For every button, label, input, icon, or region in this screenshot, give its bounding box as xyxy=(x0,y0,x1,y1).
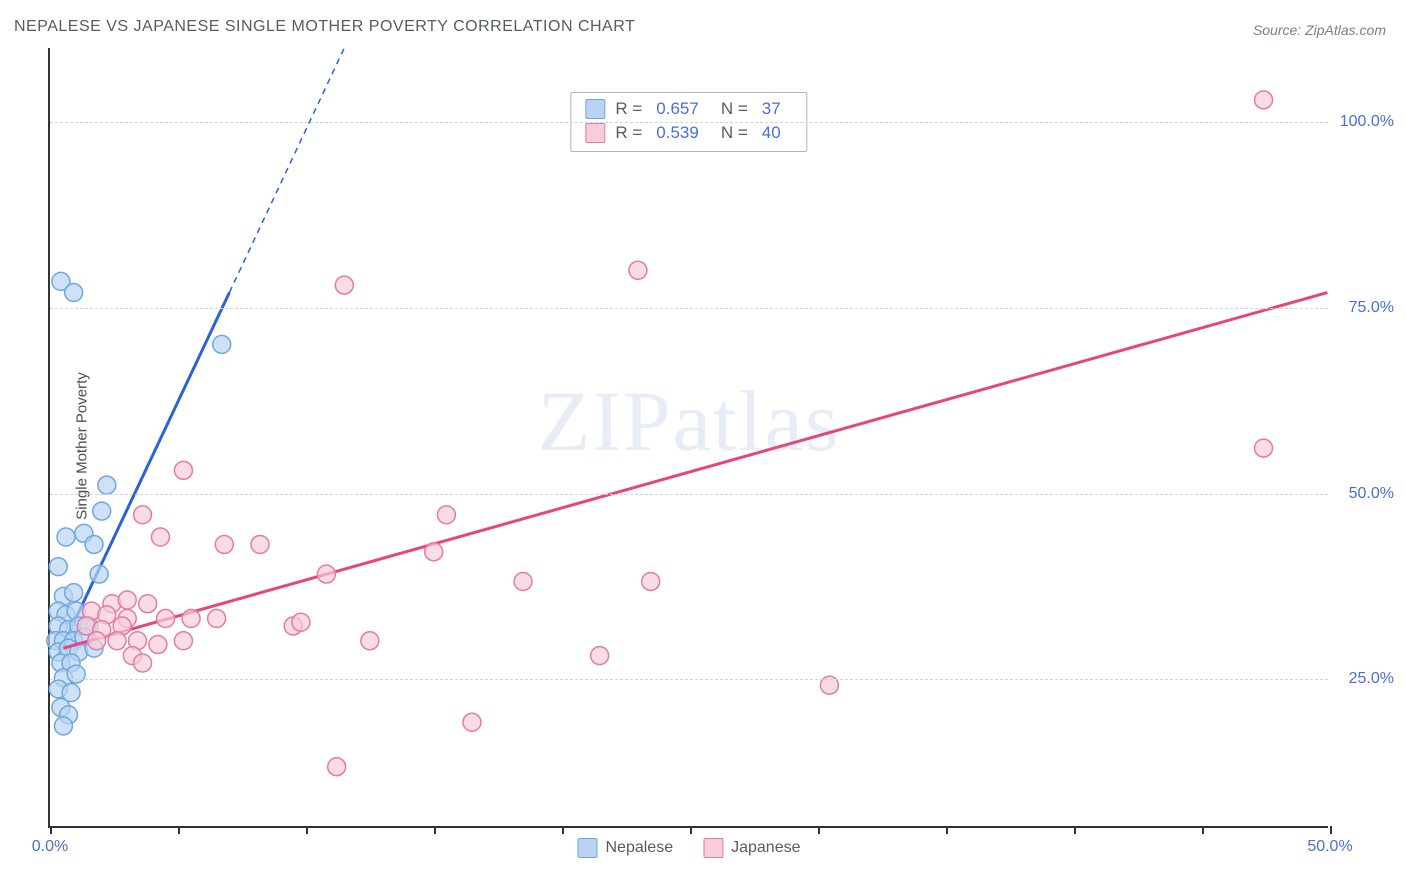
data-point xyxy=(1255,91,1273,109)
data-point xyxy=(642,573,660,591)
legend-label-nepalese: Nepalese xyxy=(606,839,674,857)
legend-item-nepalese: Nepalese xyxy=(578,838,674,858)
x-tick xyxy=(818,826,820,834)
stats-n-nepalese: 37 xyxy=(762,99,781,119)
x-tick xyxy=(1202,826,1204,834)
chart-title: NEPALESE VS JAPANESE SINGLE MOTHER POVER… xyxy=(14,18,635,36)
x-tick xyxy=(434,826,436,834)
stats-n-label: N = xyxy=(721,99,748,119)
legend-swatch-nepalese xyxy=(578,838,598,858)
x-tick xyxy=(306,826,308,834)
data-point xyxy=(328,758,346,776)
swatch-japanese xyxy=(585,123,605,143)
legend-swatch-japanese xyxy=(703,838,723,858)
data-point xyxy=(157,610,175,628)
stats-r-label: R = xyxy=(615,123,642,143)
x-tick xyxy=(946,826,948,834)
data-point xyxy=(208,610,226,628)
legend-item-japanese: Japanese xyxy=(703,838,800,858)
stats-r-nepalese: 0.657 xyxy=(656,99,699,119)
source-attribution: Source: ZipAtlas.com xyxy=(1253,22,1386,38)
y-tick-label: 50.0% xyxy=(1349,485,1394,503)
x-tick xyxy=(50,826,52,834)
y-tick-label: 100.0% xyxy=(1340,113,1394,131)
stats-n-japanese: 40 xyxy=(762,123,781,143)
gridline xyxy=(50,308,1328,309)
plot-area: ZIPatlas R = 0.657 N = 37 R = 0.539 N = … xyxy=(48,48,1328,828)
chart-container: NEPALESE VS JAPANESE SINGLE MOTHER POVER… xyxy=(0,0,1406,892)
x-tick xyxy=(690,826,692,834)
data-point xyxy=(65,584,83,602)
data-point xyxy=(134,654,152,672)
x-tick xyxy=(178,826,180,834)
stats-row-nepalese: R = 0.657 N = 37 xyxy=(585,97,792,121)
data-point xyxy=(151,528,169,546)
data-point xyxy=(251,535,269,553)
data-point xyxy=(361,632,379,650)
stats-row-japanese: R = 0.539 N = 40 xyxy=(585,121,792,145)
swatch-nepalese xyxy=(585,99,605,119)
data-point xyxy=(335,276,353,294)
data-point xyxy=(90,565,108,583)
data-point xyxy=(108,632,126,650)
x-tick xyxy=(1330,826,1332,834)
data-point xyxy=(98,476,116,494)
data-point xyxy=(65,284,83,302)
data-point xyxy=(317,565,335,583)
data-point xyxy=(591,647,609,665)
trendline xyxy=(63,293,1327,649)
data-point xyxy=(139,595,157,613)
data-point xyxy=(118,591,136,609)
scatter-overlay xyxy=(50,48,1328,826)
data-point xyxy=(215,535,233,553)
data-point xyxy=(134,506,152,524)
data-point xyxy=(292,613,310,631)
x-tick xyxy=(562,826,564,834)
data-point xyxy=(174,461,192,479)
data-point xyxy=(149,635,167,653)
x-tick-label: 50.0% xyxy=(1307,838,1352,856)
stats-n-label: N = xyxy=(721,123,748,143)
gridline xyxy=(50,494,1328,495)
trendline-dashed xyxy=(229,48,344,293)
data-point xyxy=(93,502,111,520)
data-point xyxy=(425,543,443,561)
gridline xyxy=(50,679,1328,680)
y-tick-label: 75.0% xyxy=(1349,299,1394,317)
data-point xyxy=(85,535,103,553)
data-point xyxy=(57,528,75,546)
gridline xyxy=(50,122,1328,123)
data-point xyxy=(463,713,481,731)
y-tick-label: 25.0% xyxy=(1349,670,1394,688)
x-tick xyxy=(1074,826,1076,834)
data-point xyxy=(1255,439,1273,457)
data-point xyxy=(213,335,231,353)
data-point xyxy=(88,632,106,650)
data-point xyxy=(629,261,647,279)
data-point xyxy=(49,558,67,576)
stats-r-label: R = xyxy=(615,99,642,119)
x-tick-label: 0.0% xyxy=(32,838,68,856)
legend-label-japanese: Japanese xyxy=(731,839,800,857)
stats-r-japanese: 0.539 xyxy=(656,123,699,143)
data-point xyxy=(182,610,200,628)
data-point xyxy=(514,573,532,591)
data-point xyxy=(174,632,192,650)
legend: Nepalese Japanese xyxy=(578,838,801,858)
data-point xyxy=(54,717,72,735)
data-point xyxy=(437,506,455,524)
